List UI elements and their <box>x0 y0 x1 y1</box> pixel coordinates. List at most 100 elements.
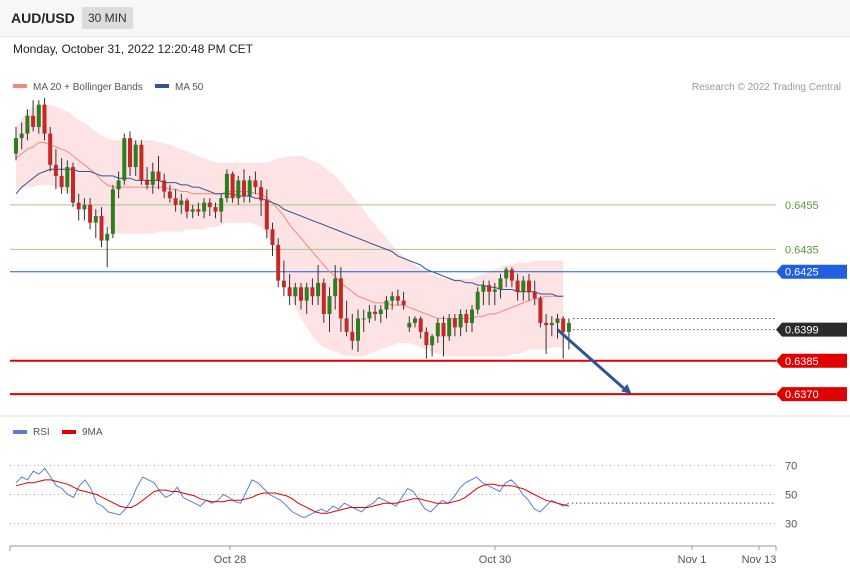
candle-body <box>413 318 417 323</box>
candle-body <box>88 204 93 223</box>
symbol-label: AUD/USD <box>11 10 75 26</box>
candle-body <box>162 180 167 192</box>
forecast-arrow-shaft <box>556 328 625 390</box>
level-label-0.6385: 0.6385 <box>785 356 819 368</box>
level-label-0.6399: 0.6399 <box>785 325 819 337</box>
candle-body <box>116 180 121 190</box>
candle-body <box>492 289 497 292</box>
candle-body <box>213 207 218 212</box>
time-tick-label: Oct 30 <box>479 554 511 566</box>
candle-body <box>327 296 332 315</box>
candle-body <box>418 318 423 332</box>
level-tag-0.6399 <box>776 322 847 337</box>
level-label-0.6425: 0.6425 <box>785 267 819 279</box>
candle-body <box>566 322 571 332</box>
time-tick-label: Oct 28 <box>214 554 246 566</box>
candle-body <box>532 291 537 299</box>
level-tag-0.6425 <box>776 264 847 279</box>
candle-body <box>333 278 338 297</box>
candle-body <box>435 322 440 337</box>
candle-body <box>504 269 509 279</box>
candle-body <box>287 287 292 297</box>
ma20-legend-swatch <box>13 84 27 88</box>
candle-body <box>361 318 366 320</box>
rsi-ma-line <box>15 479 570 514</box>
candle-body <box>316 282 321 297</box>
candle-body <box>133 144 138 168</box>
candle-body <box>487 285 492 292</box>
candle-body <box>190 209 195 212</box>
rsi-level-label-70: 70 <box>785 460 797 472</box>
candle-body <box>299 287 303 301</box>
candle-body <box>458 314 463 328</box>
candle-body <box>321 282 326 315</box>
credit-label: Research © 2022 Trading Central <box>692 82 841 93</box>
candle-body <box>185 200 189 212</box>
forecast-arrow-head <box>620 384 632 395</box>
timestamp-label: Monday, October 31, 2022 12:20:48 PM CET <box>13 42 253 56</box>
level-label-0.6370: 0.6370 <box>785 389 819 401</box>
candle-body <box>338 278 343 319</box>
price-panel: 0.6455 0.6435 0.6425 0.6399 0.6385 0.6370 <box>10 98 847 402</box>
candle-body <box>401 300 406 306</box>
rsi-level-label-30: 30 <box>785 518 797 530</box>
candle-body <box>230 173 235 199</box>
candle-body <box>527 280 531 292</box>
candle-body <box>470 309 474 323</box>
candle-body <box>150 171 155 185</box>
candle-body <box>264 200 269 230</box>
candle-body <box>515 280 520 292</box>
candle-body <box>344 318 349 332</box>
candle-body <box>42 104 47 134</box>
candle-body <box>59 175 64 188</box>
candle-body <box>14 138 18 154</box>
candle-body <box>390 296 395 301</box>
candle-body <box>378 309 383 315</box>
rsi-legend-swatch <box>13 430 27 434</box>
candle-body <box>481 285 486 292</box>
bollinger-band <box>16 104 564 357</box>
candle-body <box>122 138 127 181</box>
candle-body <box>179 200 184 205</box>
candle-body <box>48 133 53 165</box>
candle-body <box>224 173 229 199</box>
rsi-ma-legend-swatch <box>62 430 76 434</box>
candle-body <box>128 138 132 168</box>
candle-body <box>441 322 446 337</box>
rsi-line <box>15 467 570 519</box>
candle-body <box>521 280 526 292</box>
candle-body <box>36 104 41 127</box>
candle-body <box>350 331 355 341</box>
candle-body <box>276 244 281 281</box>
candle-body <box>367 311 372 319</box>
candle-body <box>53 164 58 176</box>
time-axis: Oct 28 Oct 30 Nov 1 Nov 13 <box>9 545 777 566</box>
ma50-legend-label: MA 50 <box>175 82 204 93</box>
candle-body <box>25 115 30 134</box>
candle-body <box>173 198 178 205</box>
level-tag-0.6385 <box>776 353 847 368</box>
rsi-panel: 70 50 30 <box>10 460 797 530</box>
level-label-0.6435: 0.6435 <box>785 244 819 256</box>
candle-body <box>538 298 543 323</box>
candle-body <box>110 189 115 234</box>
rsi-legend-label: RSI <box>33 427 50 438</box>
candle-body <box>544 322 549 326</box>
candle-body <box>384 300 389 310</box>
timeframe-button[interactable]: 30 MIN <box>82 7 133 29</box>
candle-body <box>356 318 360 341</box>
candle-body <box>430 336 435 346</box>
candle-body <box>395 296 400 301</box>
candle-body <box>145 180 150 185</box>
candle-body <box>555 318 560 323</box>
rsi-level-label-50: 50 <box>785 489 797 501</box>
candle-body <box>242 180 246 196</box>
ma50-line <box>15 168 564 297</box>
candle-body <box>99 216 104 241</box>
candle-body <box>373 311 378 315</box>
candle-body <box>139 144 144 181</box>
candle-body <box>207 202 212 208</box>
candle-body <box>19 133 24 139</box>
